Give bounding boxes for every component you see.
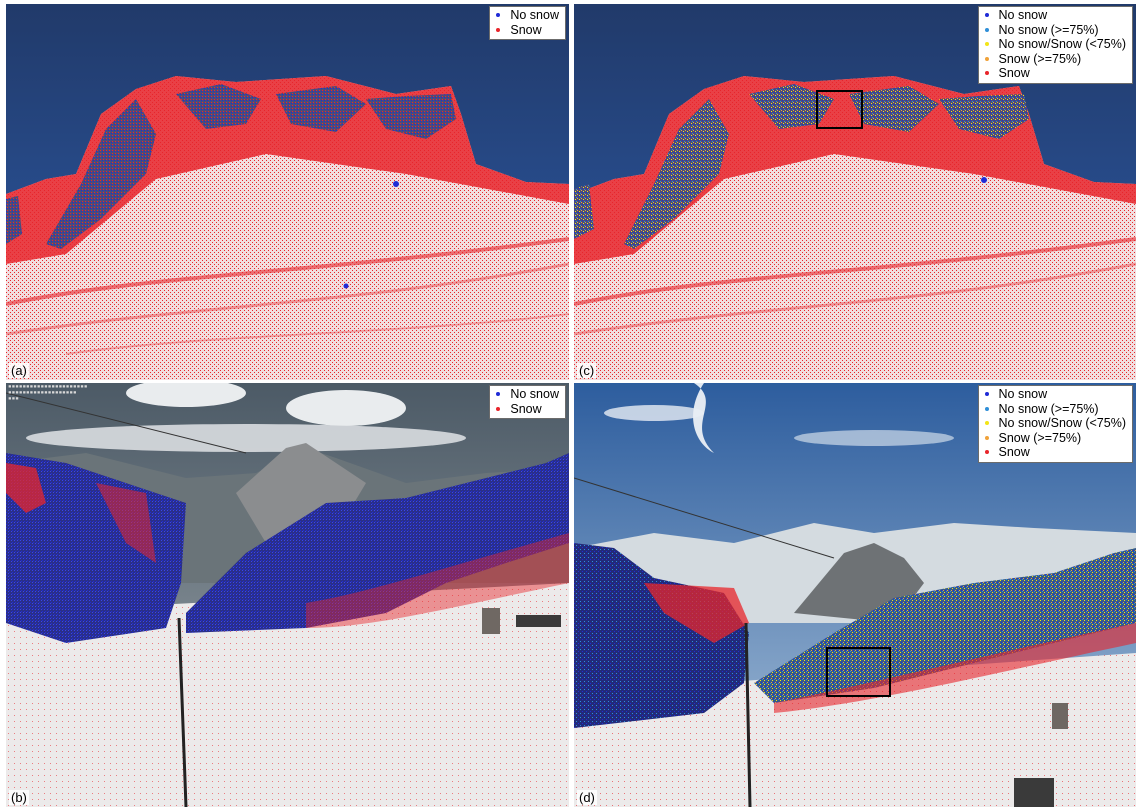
panel-label-d: (d) [577, 790, 597, 805]
legend-a: No snow Snow [489, 6, 566, 40]
legend-item: Snow [984, 66, 1127, 81]
legend-item: No snow [984, 387, 1127, 402]
legend-item: No snow/Snow (<75%) [984, 37, 1127, 52]
marker-no-snow [984, 392, 989, 397]
zoom-box-c [816, 90, 863, 129]
marker-snow-75 [984, 56, 989, 61]
panel-d: No snow No snow (>=75%) No snow/Snow (<7… [574, 383, 1136, 807]
marker-snow [496, 406, 501, 411]
legend-label: No snow/Snow (<75%) [998, 37, 1127, 51]
legend-item: No snow/Snow (<75%) [984, 416, 1127, 431]
legend-c: No snow No snow (>=75%) No snow/Snow (<7… [977, 6, 1133, 84]
legend-item: Snow (>=75%) [984, 51, 1127, 67]
legend-label: No snow [998, 387, 1048, 401]
legend-item: No snow [984, 8, 1127, 23]
legend-item: Snow [496, 402, 559, 417]
legend-label: Snow [510, 22, 542, 37]
legend-item: No snow [496, 387, 559, 402]
zoom-box-d [826, 647, 891, 697]
webcam-timestamp-b: ▪▪▪▪▪▪▪▪▪▪▪▪▪▪▪▪▪▪▪▪▪▪ ▪▪▪▪▪▪▪▪▪▪▪▪▪▪▪▪▪… [8, 383, 88, 402]
legend-label: Snow [998, 66, 1030, 80]
legend-item: Snow [984, 445, 1127, 460]
panel-label-a: (a) [9, 363, 29, 378]
marker-no-snow [496, 392, 501, 397]
legend-label: Snow (>=75%) [998, 430, 1082, 445]
marker-no-snow-75 [984, 406, 989, 411]
panel-c: No snow No snow (>=75%) No snow/Snow (<7… [574, 4, 1136, 380]
marker-snow [496, 27, 501, 32]
legend-item: No snow (>=75%) [984, 401, 1127, 417]
panel-label-b: (b) [9, 790, 29, 805]
panel-a-image [6, 4, 569, 380]
marker-no-snow-75 [984, 27, 989, 32]
legend-item: Snow (>=75%) [984, 430, 1127, 446]
legend-item: No snow (>=75%) [984, 22, 1127, 38]
marker-uncertain [984, 42, 989, 47]
panel-b-image [6, 383, 569, 807]
panel-b: ▪▪▪▪▪▪▪▪▪▪▪▪▪▪▪▪▪▪▪▪▪▪ ▪▪▪▪▪▪▪▪▪▪▪▪▪▪▪▪▪… [6, 383, 569, 807]
legend-label: No snow [998, 8, 1048, 22]
marker-no-snow [496, 13, 501, 18]
legend-label: No snow [510, 387, 559, 401]
legend-label: No snow [510, 8, 559, 22]
marker-snow [984, 71, 989, 76]
marker-no-snow [984, 13, 989, 18]
marker-snow-75 [984, 435, 989, 440]
legend-item: Snow [496, 23, 559, 38]
legend-d: No snow No snow (>=75%) No snow/Snow (<7… [977, 385, 1133, 463]
panel-a: No snow Snow (a) [6, 4, 569, 380]
panel-label-c: (c) [577, 363, 597, 378]
legend-label: Snow (>=75%) [998, 51, 1082, 66]
legend-b: No snow Snow [489, 385, 566, 419]
panel-d-image [574, 383, 1136, 807]
marker-snow [984, 450, 989, 455]
legend-item: No snow [496, 8, 559, 23]
legend-label: No snow (>=75%) [998, 22, 1099, 37]
legend-label: No snow (>=75%) [998, 401, 1099, 416]
legend-label: No snow/Snow (<75%) [998, 416, 1127, 430]
legend-label: Snow [510, 401, 542, 416]
legend-label: Snow [998, 445, 1030, 459]
marker-uncertain [984, 421, 989, 426]
